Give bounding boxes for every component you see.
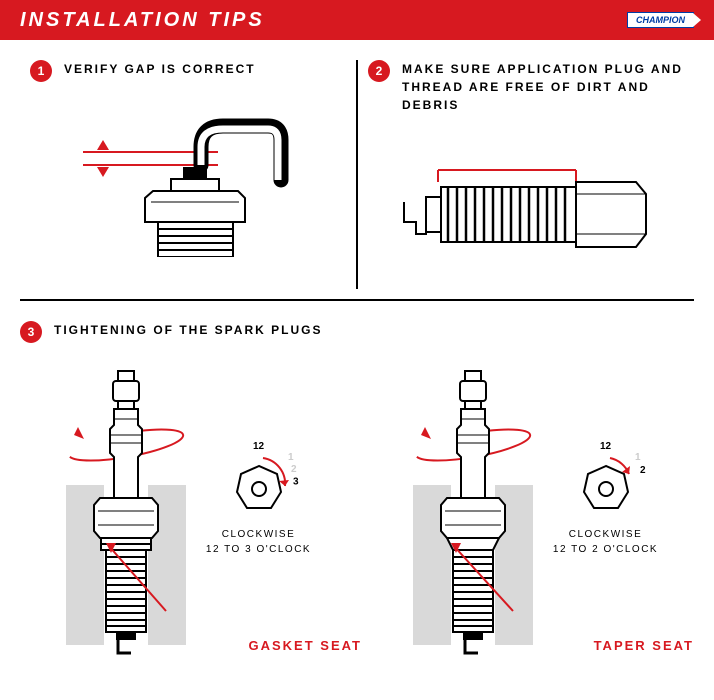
step-3-header: 3 TIGHTENING OF THE SPARK PLUGS (20, 321, 694, 343)
gasket-seat-label: GASKET SEAT (249, 638, 363, 653)
gasket-clock: 12 1 2 3 CLOCKWISE 12 TO 3 O'CLO (206, 444, 311, 557)
taper-cw-label: CLOCKWISE 12 TO 2 O'CLOCK (553, 527, 658, 557)
clock-icon: 12 1 2 (576, 444, 636, 519)
gasket-cw-label: CLOCKWISE 12 TO 3 O'CLOCK (206, 527, 311, 557)
plug-gasket: 12 1 2 3 CLOCKWISE 12 TO 3 O'CLO (20, 363, 347, 668)
step-2-text: MAKE SURE APPLICATION PLUG AND THREAD AR… (402, 60, 684, 114)
plug-row: 12 1 2 3 CLOCKWISE 12 TO 3 O'CLO (20, 363, 694, 668)
header-bar: INSTALLATION TIPS CHAMPION (0, 0, 714, 40)
content: 1 VERIFY GAP IS CORRECT (0, 40, 714, 688)
step-2-header: 2 MAKE SURE APPLICATION PLUG AND THREAD … (368, 60, 684, 114)
step-1-header: 1 VERIFY GAP IS CORRECT (30, 60, 346, 82)
range-text: 12 TO 2 O'CLOCK (553, 544, 658, 555)
panel-step-3: 3 TIGHTENING OF THE SPARK PLUGS (20, 301, 694, 668)
step-1-text: VERIFY GAP IS CORRECT (64, 60, 256, 78)
step-3-text: TIGHTENING OF THE SPARK PLUGS (54, 321, 322, 339)
plug-taper: 12 1 2 CLOCKWISE 12 TO 2 O'CLOCK (367, 363, 694, 668)
clock-12: 12 (600, 441, 611, 452)
header-title: INSTALLATION TIPS (20, 9, 265, 32)
panel-step-1: 1 VERIFY GAP IS CORRECT (20, 60, 358, 289)
gasket-plug-icon (56, 363, 196, 668)
clock-12: 12 (253, 441, 264, 452)
clock-icon: 12 1 2 3 (229, 444, 289, 519)
clock-2: 2 (640, 465, 646, 476)
taper-seat-label: TAPER SEAT (594, 638, 694, 653)
step-2-num: 2 (368, 60, 390, 82)
champion-logo: CHAMPION (627, 12, 694, 28)
clock-2-grey: 2 (291, 464, 297, 475)
step-1-num: 1 (30, 60, 52, 82)
step-3-num: 3 (20, 321, 42, 343)
range-text: 12 TO 3 O'CLOCK (206, 544, 311, 555)
clock-1-grey: 1 (635, 452, 641, 463)
clock-3: 3 (293, 476, 299, 487)
step-2-illustration (368, 134, 684, 289)
panel-step-2: 2 MAKE SURE APPLICATION PLUG AND THREAD … (358, 60, 694, 289)
clock-1-grey: 1 (288, 452, 294, 463)
thread-diagram-icon (386, 152, 666, 272)
step-1-illustration (30, 102, 346, 257)
taper-clock: 12 1 2 CLOCKWISE 12 TO 2 O'CLOCK (553, 444, 658, 557)
cw-text: CLOCKWISE (222, 529, 296, 540)
gap-diagram-icon (63, 102, 313, 257)
taper-plug-icon (403, 363, 543, 668)
cw-text: CLOCKWISE (569, 529, 643, 540)
top-row: 1 VERIFY GAP IS CORRECT (20, 60, 694, 301)
